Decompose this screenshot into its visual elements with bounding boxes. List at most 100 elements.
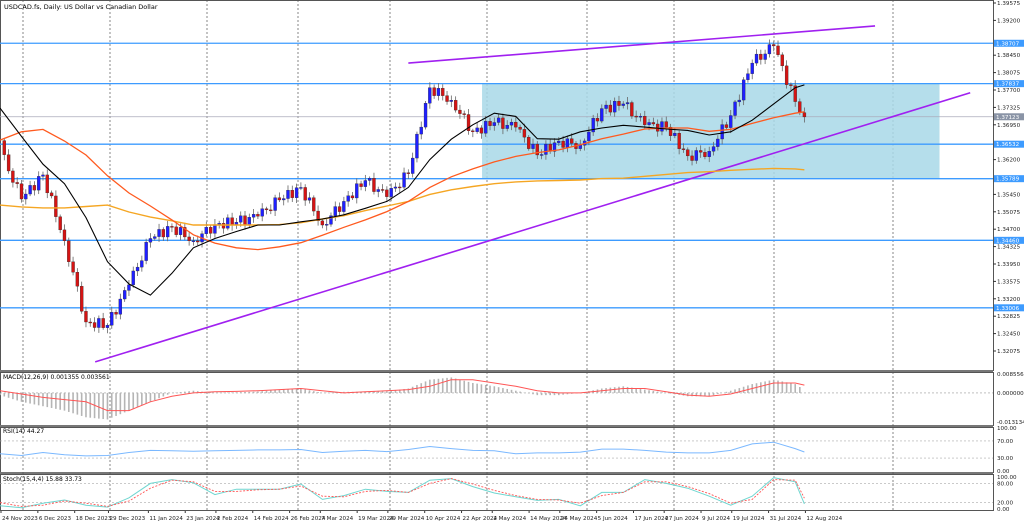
bearish-candle <box>80 286 84 312</box>
bullish-candle <box>239 215 243 223</box>
bearish-candle <box>772 44 776 47</box>
bullish-candle <box>492 122 496 126</box>
bearish-candle <box>277 197 282 201</box>
bearish-candle <box>15 182 19 184</box>
bullish-candle <box>436 88 441 96</box>
bullish-candle <box>157 229 161 237</box>
stoch-tick-label: 100.00 <box>997 475 1017 481</box>
bullish-candle <box>260 208 264 217</box>
price-tick-label: 1.36200 <box>997 158 1021 164</box>
price-tick-label: 1.34700 <box>997 227 1021 233</box>
level-price-label: 1.34460 <box>996 238 1020 244</box>
level-price-badge <box>994 39 1024 47</box>
date-tick-label: 29 Mar 2024 <box>389 516 425 522</box>
rsi-line <box>0 441 805 457</box>
bullish-candle <box>191 240 196 242</box>
bullish-candle <box>716 138 720 147</box>
bullish-candle <box>587 131 591 142</box>
bearish-candle <box>380 189 385 191</box>
bearish-candle <box>466 114 471 131</box>
bearish-candle <box>432 87 436 96</box>
bearish-candle <box>780 54 784 67</box>
bearish-candle <box>570 138 574 144</box>
level-price-label: 1.36532 <box>996 142 1019 148</box>
bearish-candle <box>350 195 355 199</box>
price-tick-label: 1.33200 <box>997 297 1021 303</box>
stoch-label: Stoch(15,4,4) 15.88 33.73 <box>3 476 82 483</box>
bullish-candle <box>346 195 350 202</box>
stoch-signal-line <box>0 478 805 507</box>
bearish-candle <box>84 311 88 323</box>
bullish-candle <box>484 121 488 134</box>
date-tick-label: 6 Dec 2023 <box>39 516 72 522</box>
price-tick-label: 1.37325 <box>997 105 1021 111</box>
bullish-candle <box>282 198 286 201</box>
bearish-candle <box>471 130 475 132</box>
bearish-candle <box>798 101 802 113</box>
bearish-candle <box>698 150 703 153</box>
bullish-candle <box>368 178 372 181</box>
bullish-candle <box>247 217 251 225</box>
bullish-candle <box>557 140 561 143</box>
level-price-label: 1.38707 <box>996 41 1020 47</box>
bearish-candle <box>312 197 316 212</box>
bearish-candle <box>71 261 75 273</box>
bullish-candle <box>118 298 123 315</box>
price-tick-label: 1.39575 <box>997 1 1021 7</box>
bearish-candle <box>2 140 6 155</box>
macd-tick-label: 0.008556 <box>997 372 1024 378</box>
level-price-badge <box>994 236 1024 244</box>
bullish-candle <box>565 138 570 148</box>
bearish-candle <box>372 178 376 192</box>
bearish-candle <box>664 121 668 128</box>
bearish-candle <box>668 126 673 136</box>
bullish-candle <box>294 187 299 198</box>
date-tick-label: 10 Apr 2024 <box>426 516 461 522</box>
bearish-candle <box>514 121 518 128</box>
date-tick-label: 14 May 2024 <box>530 516 567 522</box>
bullish-candle <box>475 127 479 132</box>
price-tick-label: 1.39200 <box>997 18 1021 24</box>
bullish-candle <box>286 190 290 199</box>
bearish-candle <box>174 226 178 235</box>
bearish-candle <box>114 312 118 315</box>
bearish-candle <box>230 217 234 226</box>
bearish-candle <box>527 136 531 149</box>
macd-signal-line <box>0 379 805 412</box>
bearish-candle <box>170 226 174 228</box>
bullish-candle <box>694 150 698 161</box>
bullish-candle <box>376 189 380 192</box>
bullish-candle <box>127 284 131 291</box>
stoch-tick-label: 20.00 <box>997 501 1013 507</box>
rsi-tick-label: 0.00 <box>997 469 1010 475</box>
bearish-candle <box>445 95 449 102</box>
date-tick-label: 19 Mar 2024 <box>358 516 394 522</box>
bearish-candle <box>11 170 15 183</box>
bullish-candle <box>750 62 754 74</box>
macd-label: MACD(12,26,9) 0.001355 0.003561 <box>3 374 110 381</box>
date-tick-label: 24 Nov 2023 <box>2 516 38 522</box>
bullish-candle <box>363 180 368 187</box>
bearish-candle <box>67 240 71 262</box>
bearish-candle <box>54 195 58 217</box>
bearish-candle <box>617 101 621 106</box>
bullish-candle <box>213 224 217 234</box>
rsi-tick-label: 100.00 <box>997 426 1017 432</box>
bearish-candle <box>359 183 363 187</box>
price-tick-label: 1.38450 <box>997 53 1021 59</box>
bullish-candle <box>423 103 428 128</box>
moving-average-mid <box>0 111 805 251</box>
bullish-candle <box>105 325 110 328</box>
bullish-candle <box>544 143 548 155</box>
level-price-badge <box>994 304 1024 312</box>
bullish-candle <box>389 188 393 197</box>
bearish-candle <box>793 85 797 102</box>
bullish-candle <box>410 157 415 174</box>
bearish-candle <box>522 129 527 138</box>
bullish-candle <box>144 242 148 261</box>
bearish-candle <box>45 174 49 194</box>
bullish-candle <box>531 143 535 149</box>
bearish-candle <box>58 216 62 231</box>
bullish-candle <box>767 44 772 55</box>
